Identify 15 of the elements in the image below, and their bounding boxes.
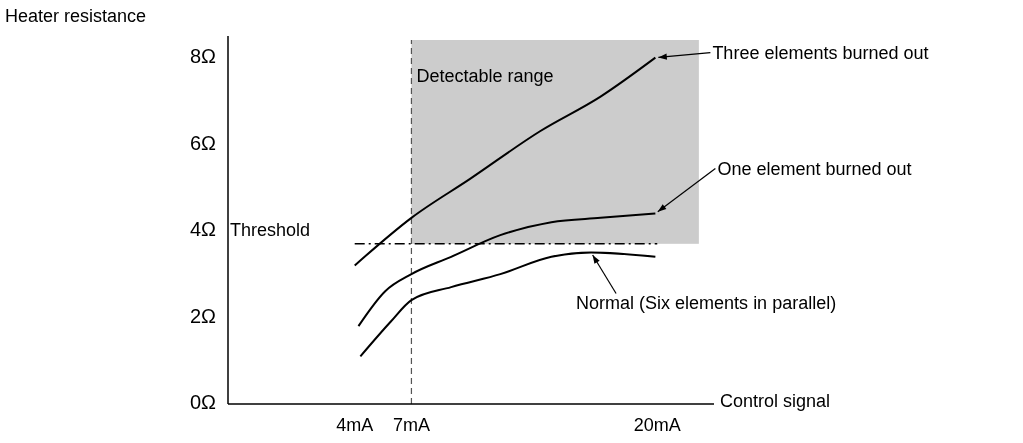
legend-label: Three elements burned out [712, 42, 929, 63]
x-tick-label: 4mA [336, 414, 374, 435]
x-tick-label: 20mA [633, 414, 681, 435]
y-axis-title: Heater resistance [5, 6, 147, 26]
y-tick-label: 6Ω [189, 131, 217, 154]
y-tick-label: 0Ω [189, 391, 217, 414]
x-axis-title: Control signal [720, 390, 831, 411]
text: One element burned out [717, 158, 912, 179]
text: Normal (Six elements in parallel) [576, 293, 837, 314]
y-tick-label: 8Ω [189, 44, 217, 67]
y-tick-label: 2Ω [189, 304, 217, 327]
x-tick-label: 7mA [392, 414, 430, 435]
y-tick-label: 4Ω [189, 218, 217, 241]
ref-line-label: Threshold [230, 219, 311, 240]
band-label: Detectable range [416, 66, 554, 86]
